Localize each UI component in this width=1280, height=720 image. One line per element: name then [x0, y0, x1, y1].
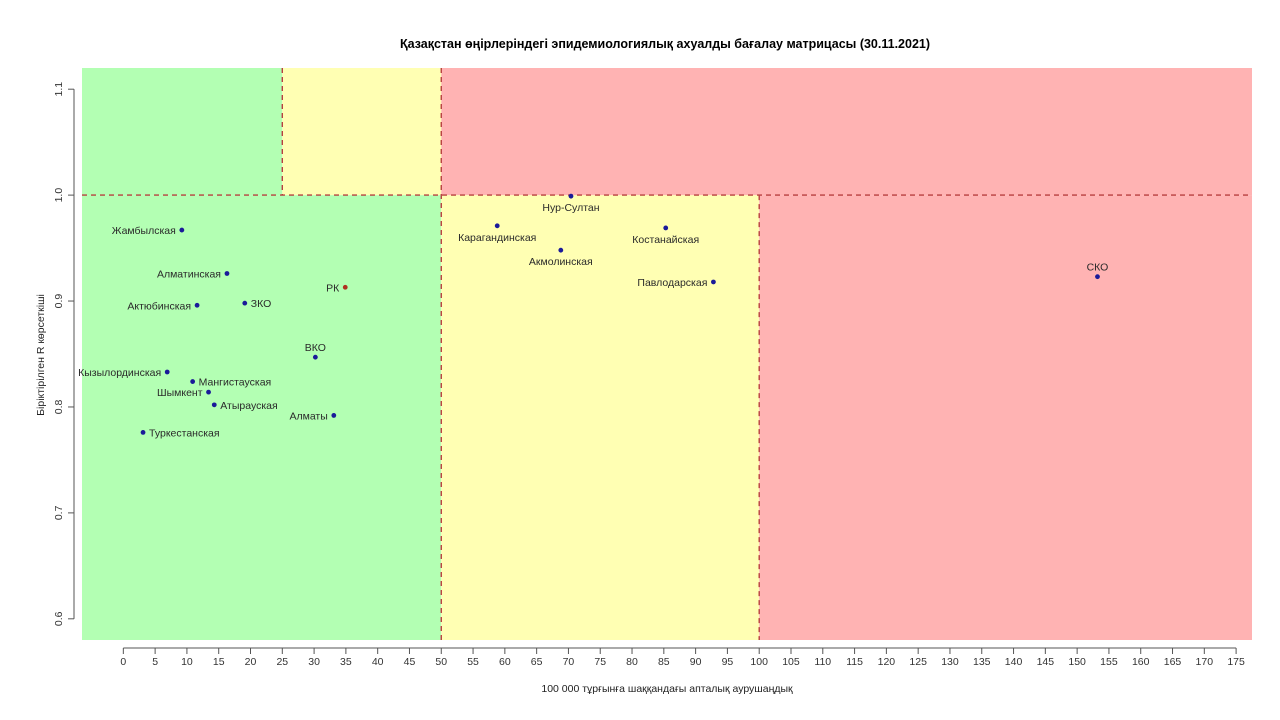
data-point	[140, 429, 146, 435]
y-tick-label: 0.9	[53, 294, 65, 309]
data-point	[494, 223, 500, 229]
threshold-lines	[82, 68, 1252, 640]
x-tick-label: 10	[181, 656, 193, 668]
x-tick-label: 155	[1100, 656, 1118, 668]
data-point-label: Карагандинская	[458, 232, 536, 244]
zone-yellow	[282, 68, 442, 196]
data-point-label: РК	[326, 282, 340, 294]
x-tick-label: 135	[973, 656, 991, 668]
data-point	[1095, 274, 1100, 280]
data-point	[558, 247, 564, 253]
y-tick-label: 0.8	[53, 400, 65, 415]
data-point-label: Павлодарская	[637, 277, 707, 289]
data-point-label: СКО	[1087, 262, 1109, 274]
data-point-label: Костанайская	[632, 234, 699, 246]
x-tick-label: 150	[1068, 656, 1086, 668]
y-tick-label: 1.1	[53, 82, 65, 97]
zone-red	[441, 68, 1252, 196]
data-point	[211, 402, 217, 408]
data-point	[242, 300, 248, 306]
data-point-label: Актюбинская	[127, 300, 191, 312]
y-tick-label: 1.0	[53, 188, 65, 203]
x-tick-label: 115	[846, 656, 863, 668]
x-tick-label: 175	[1227, 656, 1245, 668]
x-tick-label: 35	[340, 656, 352, 668]
x-tick-label: 65	[531, 656, 543, 668]
y-axis-title: Біріктірілген R көрсеткіші	[35, 294, 47, 416]
x-tick-label: 165	[1164, 656, 1182, 668]
data-point	[331, 413, 337, 418]
x-tick-label: 0	[120, 656, 126, 668]
data-point-label: Кызылординская	[78, 367, 161, 379]
x-tick-label: 125	[909, 656, 927, 668]
data-point	[663, 225, 669, 231]
x-tick-label: 45	[404, 656, 416, 668]
data-point	[342, 284, 348, 290]
data-points: Жамбылская Алматинская Актюбинская ЗКО РК ВКО…	[78, 193, 1109, 439]
data-point-label: Жамбылская	[112, 225, 176, 237]
zone-yellow	[441, 195, 760, 640]
x-tick-label: 20	[245, 656, 257, 668]
data-point-label: Мангистауская	[199, 377, 272, 389]
x-tick-label: 130	[941, 656, 959, 668]
data-point	[206, 389, 211, 395]
data-point	[179, 227, 185, 233]
x-tick-label: 85	[658, 656, 670, 668]
x-tick-label: 75	[594, 656, 606, 668]
x-tick-label: 100	[750, 656, 768, 668]
x-tick-label: 105	[782, 656, 800, 668]
x-tick-label: 40	[372, 656, 384, 668]
x-tick-label: 120	[878, 656, 896, 668]
x-tick-label: 25	[276, 656, 288, 668]
x-tick-label: 80	[626, 656, 638, 668]
risk-zones	[82, 68, 1252, 640]
data-point	[711, 279, 716, 285]
data-point	[224, 271, 230, 276]
data-point-label: Алматинская	[157, 268, 221, 280]
x-tick-label: 170	[1196, 656, 1214, 668]
data-point	[164, 369, 170, 375]
x-tick-label: 70	[563, 656, 575, 668]
data-point-label: Атырауская	[220, 400, 277, 412]
x-tick-label: 60	[499, 656, 511, 668]
zone-green	[82, 68, 283, 196]
x-tick-label: 110	[814, 656, 831, 668]
axes: 0 5 10 15 20 25 30 35 40 45 50 55 60 65 70 75 80 85 90 95 10…	[53, 82, 1245, 668]
data-point-label: Туркестанская	[149, 427, 220, 439]
data-point	[194, 302, 200, 308]
data-point-label: Акмолинская	[529, 256, 593, 268]
data-point-label: Нур-Султан	[542, 202, 599, 214]
y-tick-label: 0.6	[53, 611, 65, 626]
data-point	[568, 193, 574, 199]
x-tick-label: 30	[308, 656, 320, 668]
x-tick-label: 50	[435, 656, 447, 668]
x-tick-label: 15	[213, 656, 225, 668]
x-tick-label: 5	[152, 656, 158, 668]
chart-title: Қазақстан өңірлеріндегі эпидемиологиялық…	[400, 37, 930, 51]
x-tick-label: 140	[1005, 656, 1023, 668]
x-axis-title: 100 000 тұрғынға шаққандағы апталық ауру…	[541, 683, 793, 695]
x-tick-label: 160	[1132, 656, 1150, 668]
data-point-label: ЗКО	[251, 298, 272, 310]
data-point-label: ВКО	[305, 342, 326, 354]
zone-red	[759, 195, 1252, 640]
x-tick-label: 55	[467, 656, 479, 668]
data-point-label: Алматы	[289, 410, 327, 422]
data-point-label: Шымкент	[157, 387, 203, 399]
y-tick-label: 0.7	[53, 505, 65, 520]
x-tick-label: 95	[722, 656, 734, 668]
data-point	[312, 354, 318, 360]
data-point	[190, 379, 196, 384]
x-tick-label: 145	[1037, 656, 1055, 668]
x-tick-label: 90	[690, 656, 702, 668]
zone-green	[82, 195, 442, 640]
